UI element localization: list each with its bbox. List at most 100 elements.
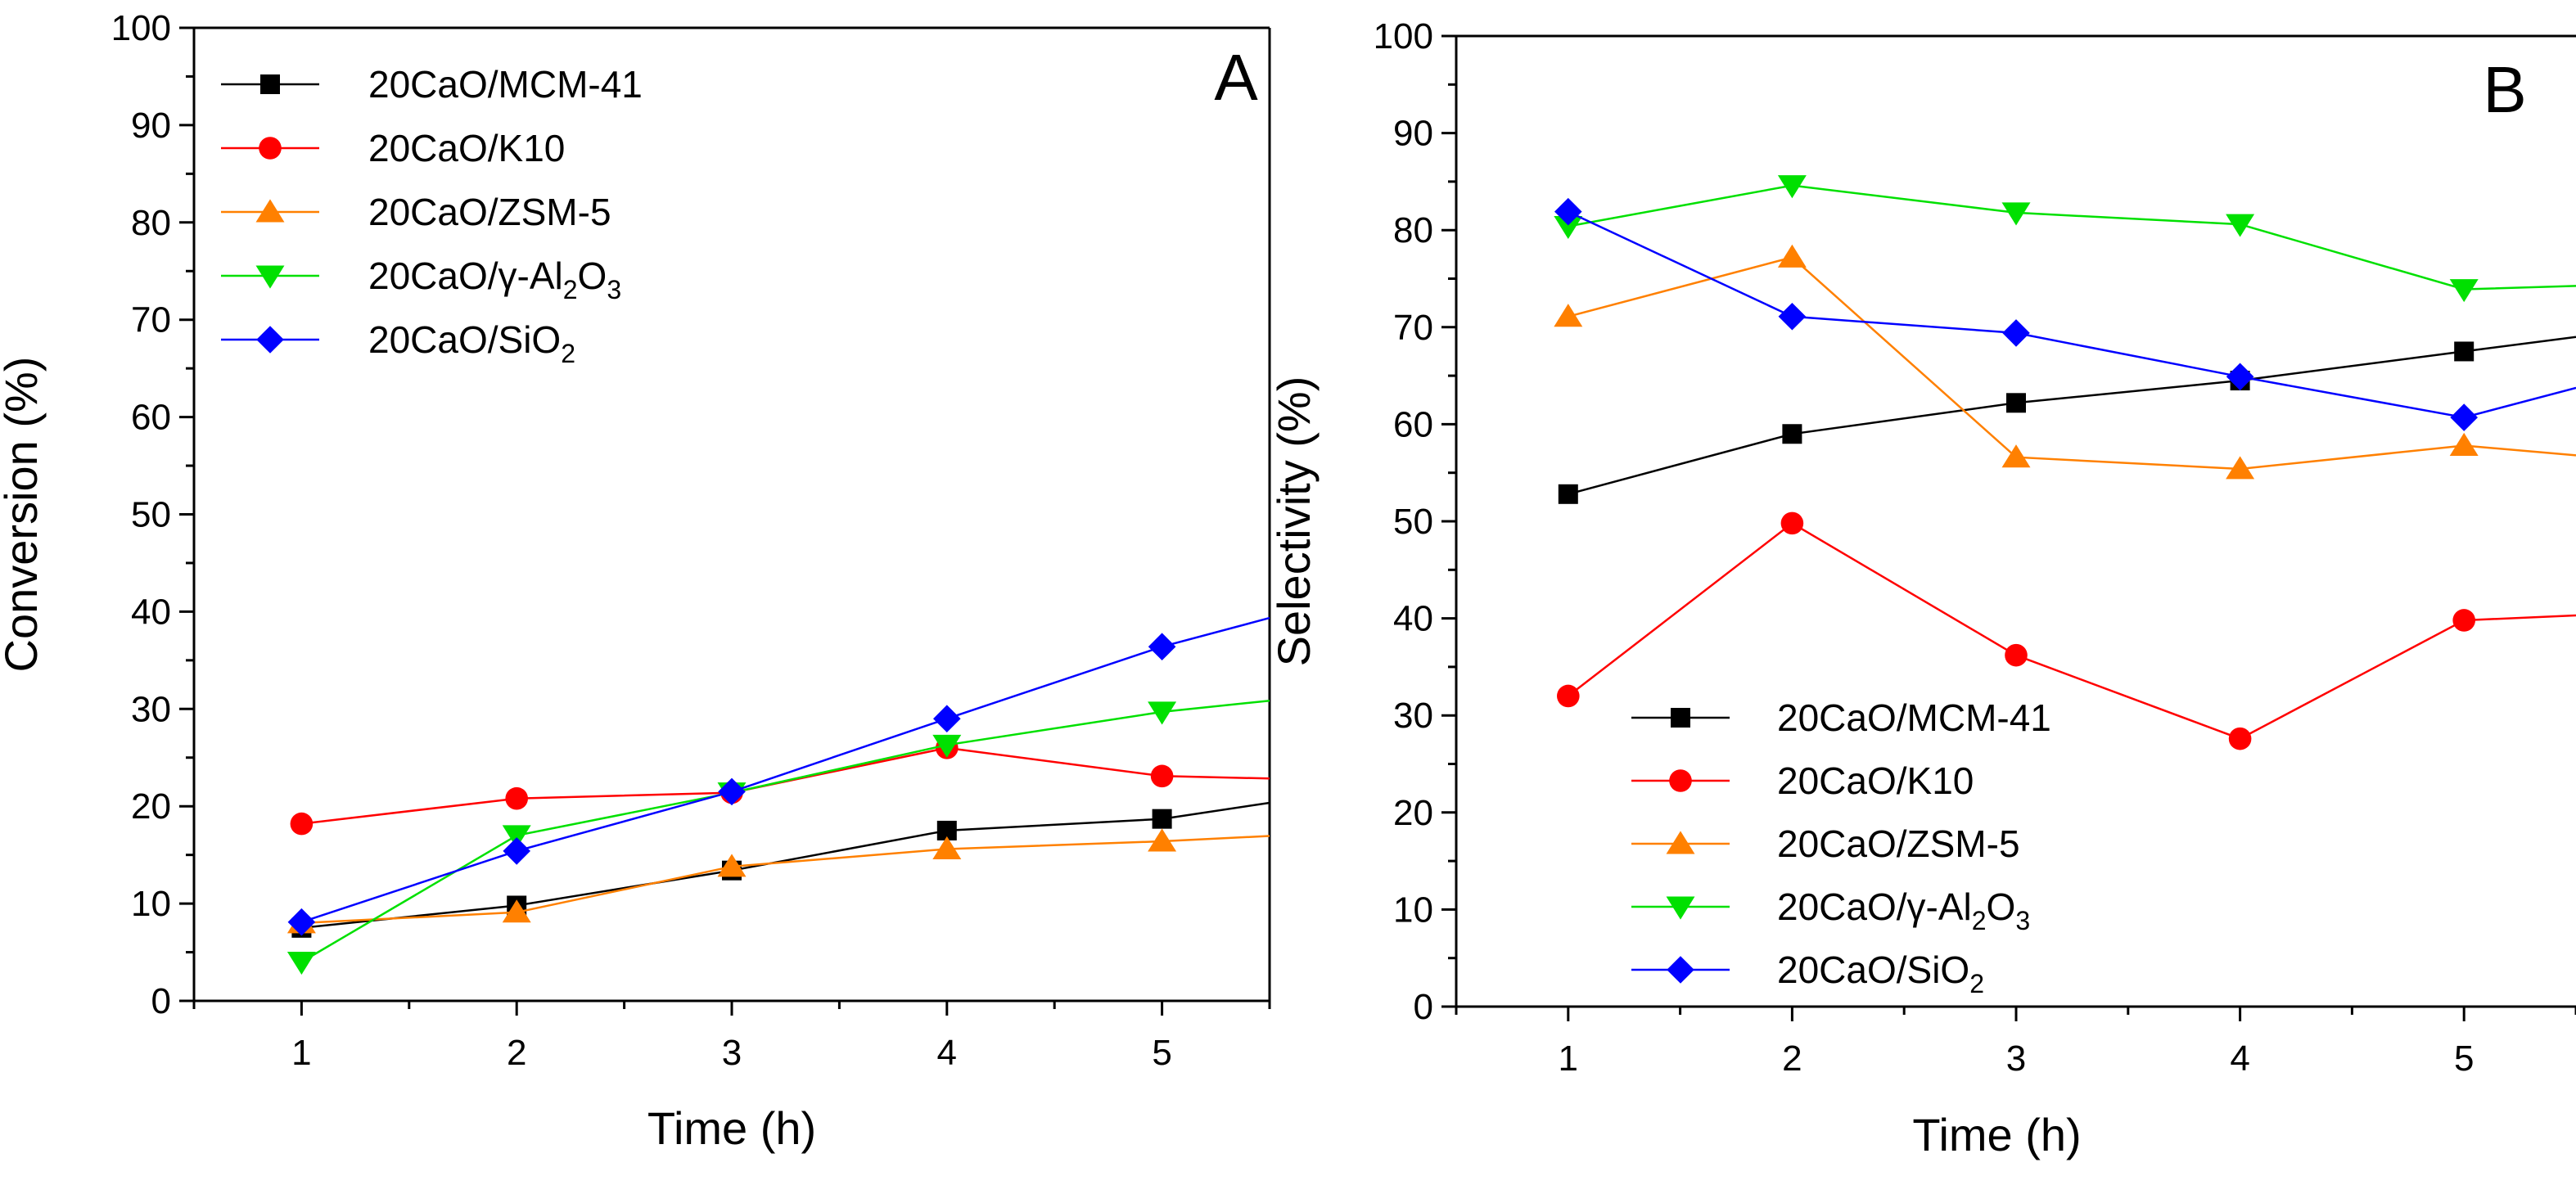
panel-a-y-axis-title: Conversion (%) (0, 357, 47, 673)
panel-a-series-4 (286, 699, 1270, 975)
panel-b-y-tick-label: 40 (1393, 599, 1433, 639)
panel-b-data-point (1780, 511, 1804, 535)
panel-a-data-point (933, 705, 961, 732)
panel-b-series-line (1568, 184, 2576, 291)
panel-b-letter: B (2483, 53, 2526, 126)
panel-b-selectivity-chart: 0 10 20 30 40 50 60 70 80 90 100 1 2 3 4 5 Time (h) Selec… (1268, 16, 2576, 1160)
panel-b-data-point (2006, 393, 2026, 413)
panel-b-data-point (2450, 403, 2478, 431)
panel-a-legend: 20CaO/MCM-41 20CaO/K10 20CaO/ZSM-5 20CaO/γ-… (221, 63, 643, 368)
panel-b-y-tick-label: 70 (1393, 308, 1433, 348)
legend-marker (255, 199, 285, 223)
panel-b-series-4 (1554, 175, 2576, 303)
legend-marker (259, 137, 282, 160)
panel-b-series-2 (1557, 511, 2576, 750)
panel-b-series-3 (1554, 244, 2576, 480)
legend-item: 20CaO/γ-Al2O3 (1631, 885, 2030, 935)
panel-b-series-line (1568, 210, 2576, 419)
panel-b-y-tick-label: 0 (1414, 987, 1433, 1027)
panel-a-data-point (290, 812, 314, 836)
legend-item: 20CaO/ZSM-5 (1631, 822, 2020, 865)
panel-a-x-tick-label: 3 (722, 1033, 742, 1073)
panel-a-y-tick-label: 40 (131, 592, 171, 632)
panel-b-y-tick-label: 60 (1393, 404, 1433, 444)
panel-a-data-point (1150, 764, 1174, 788)
panel-a-y-tick-label: 60 (131, 398, 171, 438)
panel-a-data-point (503, 837, 530, 865)
panel-a-letter: A (1214, 41, 1258, 114)
legend-item: 20CaO/SiO2 (1631, 948, 1984, 998)
panel-a-data-point (1148, 633, 1176, 661)
panel-b-data-point (1554, 304, 1583, 327)
panel-b-data-point (1777, 244, 1807, 268)
panel-b-x-tick-label: 5 (2454, 1039, 2474, 1079)
panel-b-data-point (2001, 202, 2031, 226)
legend-item: 20CaO/MCM-41 (221, 63, 643, 106)
panel-a-data-point (718, 777, 746, 806)
panel-b-y-tick-label: 100 (1374, 16, 1433, 56)
panel-a-data-point (505, 786, 528, 810)
panel-b-x-tick-label: 1 (1559, 1039, 1578, 1079)
legend-marker (1667, 956, 1694, 984)
panel-b-data-point (1554, 197, 1582, 226)
legend-marker (1669, 769, 1692, 792)
panel-b-data-point (2005, 643, 2028, 667)
legend-item: 20CaO/K10 (221, 127, 565, 169)
panel-a-data-point (286, 951, 316, 975)
panel-b-series-line (1568, 256, 2576, 471)
panel-b-y-tick-label: 90 (1393, 114, 1433, 154)
legend-label: 20CaO/ZSM-5 (1777, 822, 2020, 865)
panel-b-x-tick-label: 3 (2006, 1039, 2026, 1079)
panel-a-x-tick-label: 4 (937, 1033, 957, 1073)
legend-label: 20CaO/MCM-41 (368, 63, 643, 106)
panel-b-data-point (1554, 215, 1583, 240)
panel-b-data-point (2002, 319, 2030, 347)
panel-b-y-tick-label: 30 (1393, 696, 1433, 736)
panel-b-data-point (1558, 484, 1578, 504)
panel-b-y-tick-label: 50 (1393, 502, 1433, 542)
panel-b-data-point (2226, 214, 2255, 237)
panel-a-series-line (301, 801, 1270, 930)
panel-a-y-tick-label: 70 (131, 300, 171, 340)
legend-label: 20CaO/SiO2 (1777, 948, 1984, 998)
panel-a-data-point (287, 908, 316, 936)
panel-b-data-point (2452, 609, 2475, 632)
panel-a-y-tick-label: 10 (131, 884, 171, 924)
panel-b-x-tick-label: 4 (2230, 1039, 2249, 1079)
panel-b-y-tick-label: 20 (1393, 793, 1433, 833)
legend-marker (256, 326, 284, 354)
legend-label: 20CaO/MCM-41 (1777, 696, 2051, 739)
panel-a-x-axis-title: Time (h) (647, 1102, 816, 1154)
panel-b-y-tick-label: 80 (1393, 210, 1433, 250)
panel-a-data-point (932, 836, 962, 859)
panel-b-legend: 20CaO/MCM-41 20CaO/K10 20CaO/ZSM-5 20CaO/γ-… (1631, 696, 2051, 998)
panel-b-data-point (2226, 363, 2254, 391)
legend-label: 20CaO/SiO2 (368, 318, 575, 368)
legend-marker (1671, 708, 1690, 728)
panel-a-y-tick-label: 0 (151, 981, 171, 1021)
panel-a-y-tick-label: 100 (111, 8, 171, 48)
panel-b-data-point (1782, 424, 1802, 444)
panel-a-data-point (1148, 828, 1177, 852)
panel-b-data-point (1778, 302, 1807, 331)
legend-marker (1666, 896, 1695, 920)
panel-b-data-point (2449, 432, 2479, 456)
panel-b-series-line (1568, 521, 2576, 741)
panel-a-y-tick-label: 90 (131, 106, 171, 146)
panel-b-x-axis-title: Time (h) (1912, 1109, 2081, 1160)
panel-a-series-line (301, 835, 1270, 925)
panel-b-data-point (2228, 727, 2252, 750)
legend-item: 20CaO/SiO2 (221, 318, 575, 368)
panel-b-data-point (1557, 684, 1580, 708)
legend-label: 20CaO/γ-Al2O3 (368, 255, 621, 304)
panel-a-conversion-chart: 0 10 20 30 40 50 60 70 80 90 100 1 2 3 4 5 Time (h) Conve… (0, 8, 1271, 1154)
legend-marker (255, 265, 285, 289)
panel-a-data-point (502, 825, 531, 849)
panel-b-series-5 (1554, 197, 2576, 431)
panel-a-data-point (1152, 809, 1172, 829)
legend-label: 20CaO/γ-Al2O3 (1777, 885, 2030, 935)
legend-marker (1666, 831, 1695, 854)
panel-a-series-line (301, 616, 1270, 923)
panel-a-series-5 (287, 616, 1270, 936)
